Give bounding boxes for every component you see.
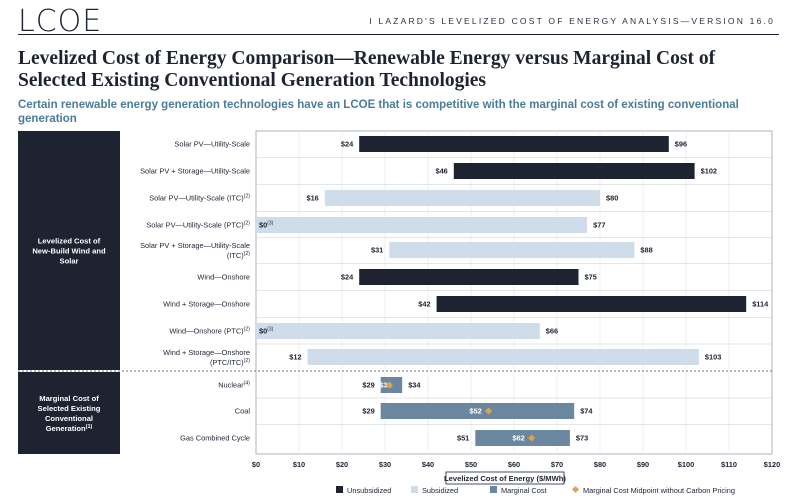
range-bar xyxy=(436,296,747,312)
high-value-label: $88 xyxy=(640,246,652,255)
low-value-label: $46 xyxy=(435,167,447,176)
x-tick-label: $110 xyxy=(721,460,737,469)
x-tick-label: $0 xyxy=(252,460,260,469)
category-label: Solar PV + Storage—Utility-Scale (ITC)(2) xyxy=(140,241,250,260)
low-value-label: $16 xyxy=(306,194,318,203)
page-subtitle: Certain renewable energy generation tech… xyxy=(18,99,739,125)
range-bar xyxy=(256,217,588,233)
range-bar xyxy=(475,430,570,446)
category-label: Coal xyxy=(235,407,251,416)
low-value-label: $0(3) xyxy=(259,327,274,336)
x-tick-label: $50 xyxy=(465,460,477,469)
high-value-label: $102 xyxy=(701,167,717,176)
midpoint-diamond xyxy=(385,381,393,389)
low-value-label: $29 xyxy=(362,407,374,416)
high-value-label: $73 xyxy=(576,434,588,443)
low-value-label: $42 xyxy=(418,300,430,309)
range-bar xyxy=(380,403,575,419)
low-value-label: $31 xyxy=(371,246,383,255)
x-tick-label: $100 xyxy=(678,460,694,469)
category-label: Wind + Storage—Onshore (PTC/ITC)(2) xyxy=(163,348,250,367)
high-value-label: $75 xyxy=(585,273,597,282)
category-label: Solar PV—Utility-Scale (PTC)(2) xyxy=(146,221,250,230)
legend-label: Unsubsidized xyxy=(347,486,391,495)
x-tick-label: $10 xyxy=(293,460,305,469)
high-value-label: $114 xyxy=(752,300,769,309)
x-tick-label: $90 xyxy=(637,460,649,469)
category-label: Solar PV—Utility-Scale (ITC)(2) xyxy=(149,194,250,203)
category-label: Wind—Onshore xyxy=(197,273,250,282)
high-value-label: $34 xyxy=(408,381,421,390)
high-value-label: $80 xyxy=(606,194,618,203)
range-bar xyxy=(324,190,600,206)
midpoint-value-label: $52 xyxy=(469,407,481,416)
range-bar xyxy=(453,163,695,179)
midpoint-value-label: $31 xyxy=(379,381,391,390)
group-label: Levelized Cost of New-Build Wind and Solar xyxy=(32,237,106,266)
category-label: Gas Combined Cycle xyxy=(180,434,250,443)
legend-label: Marginal Cost xyxy=(501,486,547,495)
range-bar xyxy=(359,136,669,152)
category-label: Wind + Storage—Onshore xyxy=(163,300,250,309)
high-value-label: $96 xyxy=(675,140,687,149)
low-value-label: $24 xyxy=(341,140,354,149)
legend-swatch xyxy=(411,486,418,493)
x-tick-label: $80 xyxy=(594,460,606,469)
legend-swatch xyxy=(572,486,579,493)
range-bar xyxy=(307,349,699,365)
legend-swatch xyxy=(490,486,497,493)
low-value-label: $0(3) xyxy=(259,221,274,230)
header-divider xyxy=(18,34,779,35)
x-tick-label: $20 xyxy=(336,460,348,469)
midpoint-value-label: $62 xyxy=(512,434,524,443)
x-tick-label: $70 xyxy=(551,460,563,469)
low-value-label: $24 xyxy=(341,273,354,282)
lcoe-logo: LCOE xyxy=(18,4,103,39)
range-bar xyxy=(389,242,635,258)
low-value-label: $51 xyxy=(457,434,469,443)
midpoint-diamond xyxy=(485,407,493,415)
range-bar xyxy=(359,269,579,285)
category-label: Solar PV—Utility-Scale xyxy=(174,140,250,149)
high-value-label: $103 xyxy=(705,353,721,362)
high-value-label: $77 xyxy=(593,221,605,230)
group-panel xyxy=(18,372,120,454)
high-value-label: $74 xyxy=(580,407,593,416)
x-tick-label: $40 xyxy=(422,460,434,469)
x-tick-label: $60 xyxy=(508,460,520,469)
high-value-label: $66 xyxy=(546,327,558,336)
midpoint-diamond xyxy=(528,434,536,442)
report-header: I LAZARD'S LEVELIZED COST OF ENERGY ANAL… xyxy=(369,16,775,26)
x-tick-label: $30 xyxy=(379,460,391,469)
range-bar xyxy=(256,323,540,339)
category-label: Wind—Onshore (PTC)(2) xyxy=(169,327,250,336)
x-axis-title: Levelized Cost of Energy ($/MWh) xyxy=(444,474,566,483)
x-axis-title-box xyxy=(445,471,565,485)
category-label: Nuclear(4) xyxy=(218,381,250,390)
legend-label: Marginal Cost Midpoint without Carbon Pr… xyxy=(583,486,735,495)
page-title: Levelized Cost of Energy Comparison—Rene… xyxy=(18,48,716,91)
low-value-label: $12 xyxy=(289,353,301,362)
group-label: Marginal Cost of Selected Existing Convent… xyxy=(38,394,101,433)
category-label: Solar PV + Storage—Utility-Scale xyxy=(140,167,250,176)
low-value-label: $29 xyxy=(362,381,374,390)
group-panel xyxy=(18,131,120,370)
legend-swatch xyxy=(336,486,343,493)
legend-label: Subsidized xyxy=(422,486,458,495)
x-tick-label: $120 xyxy=(764,460,780,469)
